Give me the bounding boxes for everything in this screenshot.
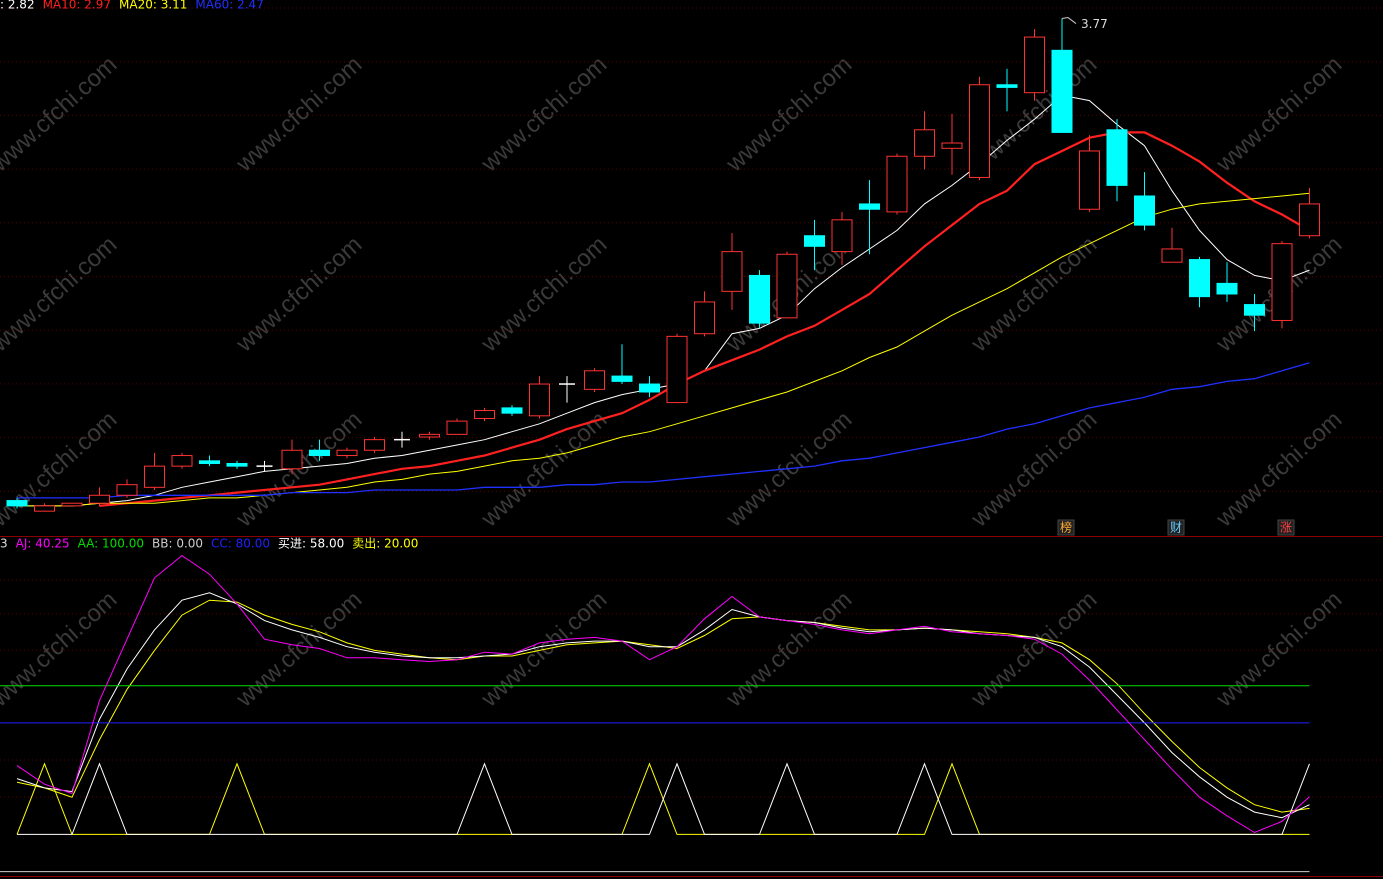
candle-body	[446, 420, 468, 435]
candle-body	[1271, 243, 1293, 321]
series-line	[17, 362, 1310, 499]
legend: : 2.82 MA10: 2.97 MA20: 3.11 MA60: 2.47 3 AJ:…	[0, 0, 418, 551]
candle-body	[199, 460, 220, 464]
series-line	[17, 762, 1310, 835]
candle-body	[364, 439, 385, 451]
candle-body	[1106, 129, 1128, 186]
candle-body	[89, 494, 110, 504]
marker: 榜	[1060, 520, 1072, 535]
candle-body	[529, 383, 550, 417]
candle-body	[501, 407, 523, 414]
grid	[0, 7, 1383, 798]
candle-body	[639, 383, 660, 393]
candle-body	[474, 410, 495, 419]
candle-body	[969, 84, 990, 178]
candle-body	[1216, 282, 1238, 295]
high-label: 3.77	[1081, 17, 1108, 31]
candle-body	[144, 465, 165, 488]
legend-entry: MA20: 3.11	[119, 0, 187, 12]
candle-body	[804, 235, 825, 247]
candle-body	[831, 219, 853, 253]
candle-body	[1244, 304, 1265, 316]
candle-body	[419, 433, 440, 438]
candle-body	[6, 500, 28, 507]
legend-entry: BB: 0.00	[152, 537, 203, 551]
candle-body	[584, 370, 605, 390]
legend-entry: CC: 80.00	[211, 537, 270, 551]
candle-body	[914, 129, 935, 157]
marker-box	[1167, 519, 1185, 536]
candle-body	[666, 335, 688, 404]
candle-body	[281, 449, 303, 470]
candle-body	[776, 253, 798, 319]
legend-entry: 买进: 58.00	[278, 537, 344, 551]
legend-entry: 卖出: 20.00	[352, 537, 418, 551]
candle-body	[1161, 248, 1183, 263]
candle-body	[941, 142, 963, 149]
candle-body	[34, 505, 55, 512]
candle-body	[1134, 195, 1155, 226]
series-line	[16, 592, 1310, 819]
candle-body	[1079, 150, 1100, 210]
marker: 财	[1170, 521, 1182, 535]
candle-body	[886, 155, 908, 213]
legend-entry: 3	[0, 537, 8, 551]
candle-body	[859, 203, 880, 210]
candle-body	[61, 502, 83, 507]
candle-body	[721, 251, 743, 292]
high-pointer	[1061, 17, 1077, 24]
legend-entry: MA60: 2.47	[195, 0, 263, 12]
candle-body	[1299, 203, 1320, 237]
candle-body	[996, 84, 1018, 88]
marker-box	[1057, 519, 1075, 536]
plot: 3.77 榜 财 涨	[0, 17, 1320, 873]
candle-body	[694, 301, 715, 335]
candle-body	[1189, 259, 1210, 298]
candle-body	[336, 449, 358, 457]
candle-body	[171, 455, 193, 467]
series-line	[16, 554, 1310, 834]
legend-entry: : 2.82	[0, 0, 35, 12]
marker: 涨	[1280, 520, 1292, 535]
legend-entry: AJ: 40.25	[16, 537, 70, 551]
marker-box	[1277, 519, 1295, 536]
candle-body	[749, 274, 770, 324]
candle-body	[1051, 49, 1073, 133]
series-line	[17, 192, 1310, 507]
candle-body	[226, 462, 248, 467]
candle-body	[1024, 36, 1045, 94]
series-line	[17, 94, 1310, 507]
legend-entry: MA10: 2.97	[43, 0, 111, 12]
legend-entry: AA: 100.00	[78, 537, 144, 551]
candle-body	[611, 375, 633, 382]
candle-body	[116, 484, 138, 496]
candle-body	[309, 449, 330, 457]
